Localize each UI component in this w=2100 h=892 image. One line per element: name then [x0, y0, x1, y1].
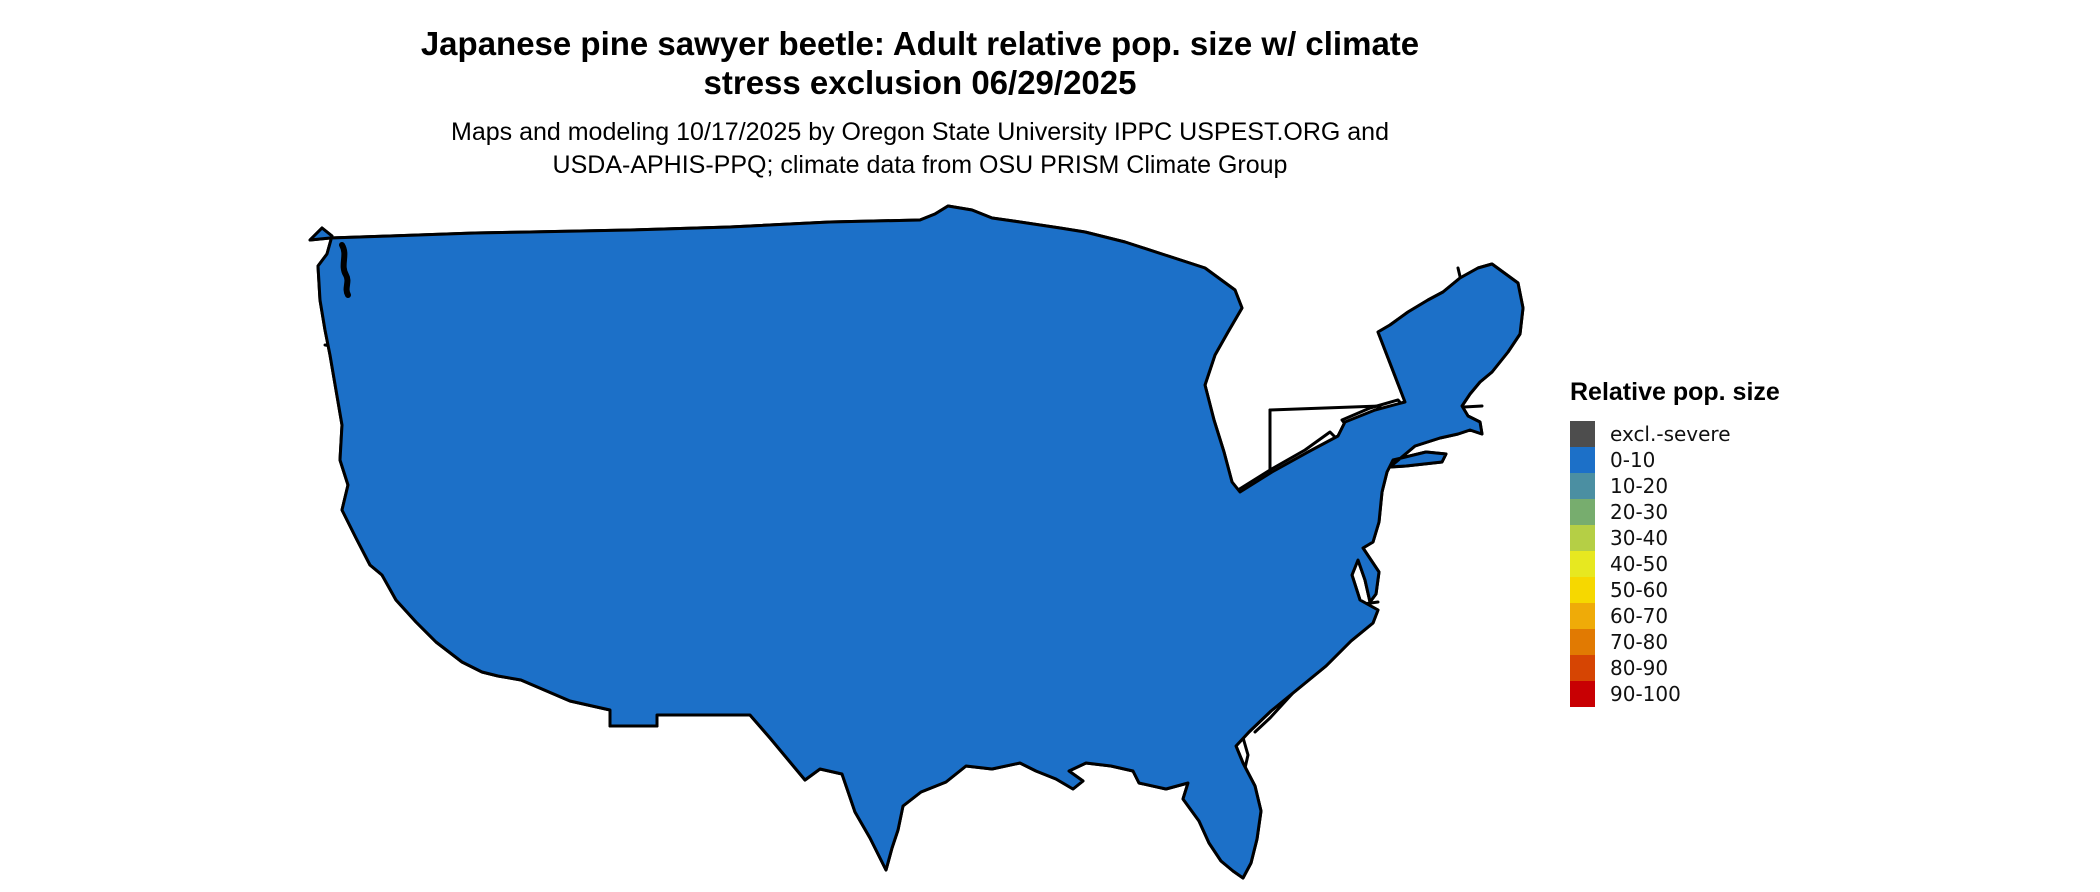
legend-label-b70: 70-80	[1610, 630, 1669, 654]
subtitle-line-2: USDA-APHIS-PPQ; climate data from OSU PR…	[552, 151, 1288, 179]
legend-label-b60: 60-70	[1610, 604, 1669, 628]
legend-label-b80: 80-90	[1610, 656, 1669, 680]
legend-item-b40: 40-50	[1570, 551, 1780, 577]
us-map	[230, 170, 1545, 890]
page-subtitle: Maps and modeling 10/17/2025 by Oregon S…	[310, 116, 1530, 182]
legend-item-b10: 10-20	[1570, 473, 1780, 499]
legend-swatch-excl	[1570, 421, 1595, 447]
legend-item-b0: 0-10	[1570, 447, 1780, 473]
puget-sound	[339, 242, 351, 298]
legend-title: Relative pop. size	[1570, 378, 1780, 406]
legend-rows: excl.-severe 0-10 10-20 20-30 30-40 40-50 50-6…	[1570, 421, 1780, 707]
us-map-svg	[308, 204, 1525, 880]
legend-swatch-b90	[1570, 681, 1595, 707]
legend-item-b60: 60-70	[1570, 603, 1780, 629]
legend-item-b20: 20-30	[1570, 499, 1780, 525]
page-title: Japanese pine sawyer beetle: Adult relat…	[310, 24, 1530, 102]
legend-label-b10: 10-20	[1610, 474, 1669, 498]
title-line-2: stress exclusion 06/29/2025	[703, 64, 1137, 101]
legend-swatch-b70	[1570, 629, 1595, 655]
legend-swatch-b20	[1570, 499, 1595, 525]
legend-swatch-b50	[1570, 577, 1595, 603]
legend-label-b50: 50-60	[1610, 578, 1669, 602]
map-legend: Relative pop. size excl.-severe 0-10 10-20…	[1570, 378, 1780, 707]
legend-item-b80: 80-90	[1570, 655, 1780, 681]
legend-label-b0: 0-10	[1610, 448, 1656, 472]
conus-outline-stroke	[308, 204, 1525, 880]
legend-item-b50: 50-60	[1570, 577, 1780, 603]
legend-swatch-b10	[1570, 473, 1595, 499]
legend-label-b20: 20-30	[1610, 500, 1669, 524]
legend-label-b30: 30-40	[1610, 526, 1669, 550]
legend-swatch-b60	[1570, 603, 1595, 629]
title-line-1: Japanese pine sawyer beetle: Adult relat…	[420, 25, 1420, 62]
legend-item-b70: 70-80	[1570, 629, 1780, 655]
legend-item-b30: 30-40	[1570, 525, 1780, 551]
legend-label-b40: 40-50	[1610, 552, 1669, 576]
header: Japanese pine sawyer beetle: Adult relat…	[310, 24, 1530, 182]
subtitle-line-1: Maps and modeling 10/17/2025 by Oregon S…	[451, 118, 1389, 146]
legend-label-excl: excl.-severe	[1610, 422, 1731, 446]
legend-swatch-b40	[1570, 551, 1595, 577]
legend-item-excl: excl.-severe	[1570, 421, 1780, 447]
legend-swatch-b30	[1570, 525, 1595, 551]
legend-label-b90: 90-100	[1610, 682, 1681, 706]
legend-item-b90: 90-100	[1570, 681, 1780, 707]
legend-swatch-b80	[1570, 655, 1595, 681]
legend-swatch-b0	[1570, 447, 1595, 473]
